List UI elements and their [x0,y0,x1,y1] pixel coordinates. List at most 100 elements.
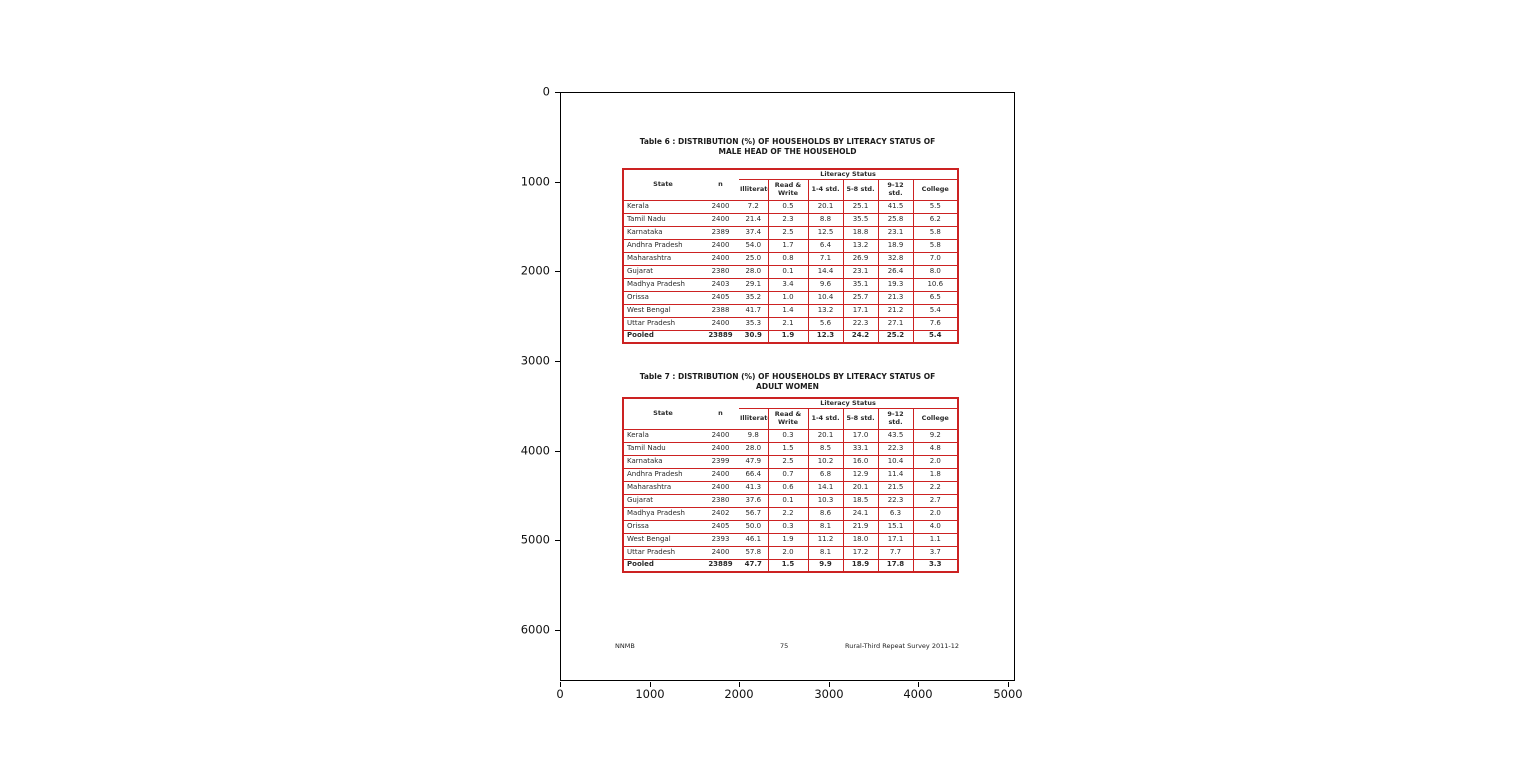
value-cell: 8.1 [807,519,844,534]
value-cell: 33.1 [842,441,879,456]
value-cell: 2.5 [767,454,809,469]
value-cell: 23.1 [842,264,879,279]
value-cell: 1.1 [912,532,959,547]
table-row: Gujarat 2380 37.6 0.1 10.3 18.5 22.3 2.7 [622,493,959,508]
y-tick-label: 1000 [520,174,550,189]
value-cell: 66.4 [739,467,769,482]
value-cell: 15.1 [877,519,914,534]
value-cell: 30.9 [739,329,769,344]
y-tick-mark [555,630,560,631]
table-row: Madhya Pradesh 2402 56.7 2.2 8.6 24.1 6.3 2.0 [622,506,959,521]
value-cell: 0.1 [767,493,809,508]
table7-title-line2: ADULT WOMEN [756,381,819,391]
value-cell: 19.3 [877,277,914,292]
value-cell: 2405 [702,290,739,305]
table-row: Pooled 23889 30.9 1.9 12.3 24.2 25.2 5.4 [622,329,959,344]
value-cell: 6.8 [807,467,844,482]
value-cell: 46.1 [739,532,769,547]
col-header-college: College [912,407,959,430]
y-tick-mark [555,451,560,452]
value-cell: 25.8 [877,212,914,227]
value-cell: 11.4 [877,467,914,482]
value-cell: 7.0 [912,251,959,266]
value-cell: 1.0 [767,290,809,305]
value-cell: 0.7 [767,467,809,482]
x-tick-label: 5000 [993,687,1023,701]
value-cell: 2402 [702,506,739,521]
state-cell: Gujarat [622,264,702,279]
value-cell: 32.8 [877,251,914,266]
value-cell: 41.5 [877,199,914,214]
value-cell: 24.2 [842,329,879,344]
x-tick-label: 2000 [724,687,754,701]
value-cell: 0.8 [767,251,809,266]
value-cell: 3.3 [912,558,959,573]
value-cell: 2.0 [912,454,959,469]
value-cell: 37.6 [739,493,769,508]
value-cell: 20.1 [807,199,844,214]
value-cell: 22.3 [842,316,879,331]
value-cell: 5.8 [912,225,959,240]
state-cell: Andhra Pradesh [622,467,702,482]
value-cell: 2.5 [767,225,809,240]
y-tick-label: 0 [542,84,550,99]
table-row: Andhra Pradesh 2400 66.4 0.7 6.8 12.9 11.4 1.8 [622,467,959,482]
value-cell: 10.4 [877,454,914,469]
y-tick-mark [555,92,560,93]
y-tick-label: 5000 [520,532,550,547]
state-cell: Andhra Pradesh [622,238,702,253]
value-cell: 22.3 [877,441,914,456]
state-cell: West Bengal [622,532,702,547]
state-cell: Tamil Nadu [622,212,702,227]
value-cell: 18.8 [842,225,879,240]
table-row: West Bengal 2388 41.7 1.4 13.2 17.1 21.2 5.4 [622,303,959,318]
table-row: Orissa 2405 35.2 1.0 10.4 25.7 21.3 6.5 [622,290,959,305]
value-cell: 41.3 [739,480,769,495]
value-cell: 2400 [702,467,739,482]
footer-page-number: 75 [780,642,789,650]
col-header-1-4-std: 1-4 std. [807,407,844,430]
value-cell: 5.8 [912,238,959,253]
value-cell: 2.3 [767,212,809,227]
value-cell: 17.1 [877,532,914,547]
col-header-state: State [622,168,702,201]
value-cell: 25.2 [877,329,914,344]
table6-title-line2: MALE HEAD OF THE HOUSEHOLD [718,146,857,156]
value-cell: 2388 [702,303,739,318]
table-row: Tamil Nadu 2400 28.0 1.5 8.5 33.1 22.3 4.8 [622,441,959,456]
value-cell: 7.2 [739,199,769,214]
value-cell: 8.0 [912,264,959,279]
value-cell: 41.7 [739,303,769,318]
value-cell: 4.8 [912,441,959,456]
x-tick-mark [739,682,740,687]
value-cell: 2389 [702,225,739,240]
table6-title: Table 6 : DISTRIBUTION (%) OF HOUSEHOLDS… [561,137,1014,156]
value-cell: 4.0 [912,519,959,534]
col-header-read-write: Read & Write [767,178,809,201]
table-row: Tamil Nadu 2400 21.4 2.3 8.8 35.5 25.8 6.2 [622,212,959,227]
table-row: West Bengal 2393 46.1 1.9 11.2 18.0 17.1 1.1 [622,532,959,547]
value-cell: 18.9 [842,558,879,573]
value-cell: 13.2 [807,303,844,318]
value-cell: 8.6 [807,506,844,521]
value-cell: 1.4 [767,303,809,318]
value-cell: 23.1 [877,225,914,240]
value-cell: 3.7 [912,545,959,560]
value-cell: 2393 [702,532,739,547]
value-cell: 14.4 [807,264,844,279]
value-cell: 16.0 [842,454,879,469]
table-row: Uttar Pradesh 2400 35.3 2.1 5.6 22.3 27.1 7.6 [622,316,959,331]
value-cell: 35.3 [739,316,769,331]
state-cell: Karnataka [622,454,702,469]
state-cell: Maharashtra [622,480,702,495]
value-cell: 2380 [702,493,739,508]
state-cell: Madhya Pradesh [622,506,702,521]
value-cell: 54.0 [739,238,769,253]
literacy-status-group-header: Literacy Status [739,168,959,180]
value-cell: 0.6 [767,480,809,495]
table-row: Pooled 23889 47.7 1.5 9.9 18.9 17.8 3.3 [622,558,959,573]
value-cell: 17.8 [877,558,914,573]
table-row: Orissa 2405 50.0 0.3 8.1 21.9 15.1 4.0 [622,519,959,534]
value-cell: 14.1 [807,480,844,495]
value-cell: 10.4 [807,290,844,305]
